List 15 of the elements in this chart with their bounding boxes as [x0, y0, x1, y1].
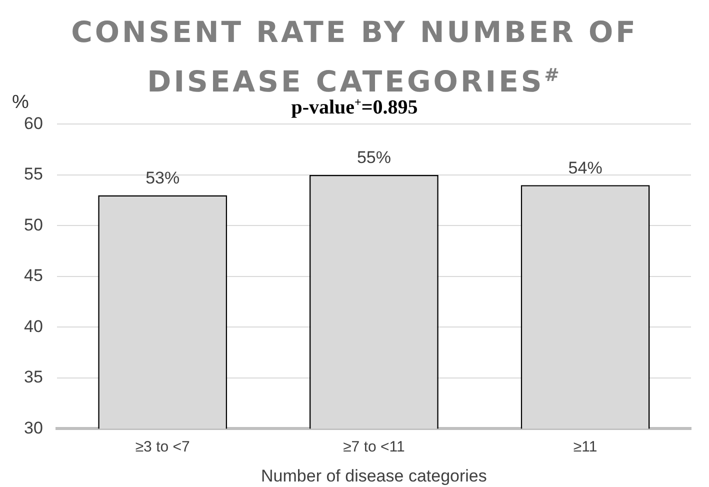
data-label: 53%: [146, 168, 180, 188]
x-tick-label: ≥3 to <7: [135, 438, 190, 456]
x-tick-label: ≥7 to <11: [343, 438, 405, 456]
x-axis-title: Number of disease categories: [261, 466, 487, 486]
y-tick-label: 40: [24, 316, 43, 336]
y-axis-title: %: [12, 92, 29, 114]
y-tick-label: 50: [24, 215, 43, 234]
y-tick-label: 60: [24, 114, 43, 133]
y-tick-label: 45: [24, 266, 43, 286]
data-label: 55%: [356, 148, 391, 168]
y-tick-label: 30: [24, 418, 43, 438]
y-tick-label: 35: [24, 368, 43, 387]
data-label: 54%: [568, 158, 602, 178]
y-tick-label: 55: [24, 164, 43, 184]
x-tick-label: ≥11: [573, 438, 598, 456]
